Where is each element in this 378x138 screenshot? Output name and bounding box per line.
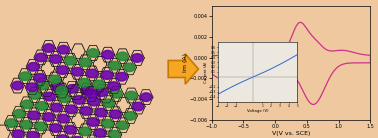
Ellipse shape [93, 80, 105, 89]
Ellipse shape [43, 44, 54, 52]
Ellipse shape [87, 49, 99, 57]
Ellipse shape [72, 67, 83, 76]
Ellipse shape [101, 71, 113, 79]
Ellipse shape [87, 118, 99, 126]
X-axis label: V(V vs. SCE): V(V vs. SCE) [272, 131, 310, 136]
Ellipse shape [124, 63, 135, 72]
Ellipse shape [36, 102, 47, 110]
Ellipse shape [132, 54, 143, 62]
Ellipse shape [50, 124, 61, 132]
Ellipse shape [35, 53, 46, 62]
Ellipse shape [88, 97, 99, 106]
Ellipse shape [65, 56, 76, 65]
Ellipse shape [65, 125, 76, 134]
Ellipse shape [81, 86, 93, 95]
Ellipse shape [80, 127, 91, 136]
Ellipse shape [44, 92, 55, 101]
Ellipse shape [80, 58, 91, 67]
Ellipse shape [56, 86, 67, 95]
Ellipse shape [28, 111, 39, 120]
Ellipse shape [109, 61, 120, 70]
Ellipse shape [59, 94, 70, 103]
Ellipse shape [117, 121, 128, 130]
Ellipse shape [35, 122, 46, 131]
Ellipse shape [20, 72, 31, 80]
Ellipse shape [50, 55, 61, 63]
Ellipse shape [103, 99, 114, 108]
Ellipse shape [133, 102, 144, 111]
Ellipse shape [66, 105, 77, 114]
Ellipse shape [141, 93, 152, 101]
Ellipse shape [13, 130, 24, 138]
Ellipse shape [96, 88, 107, 96]
Ellipse shape [57, 66, 68, 74]
Ellipse shape [95, 108, 106, 117]
Ellipse shape [67, 85, 78, 93]
Ellipse shape [28, 132, 39, 138]
Ellipse shape [110, 110, 121, 119]
Ellipse shape [58, 45, 69, 54]
Ellipse shape [49, 75, 60, 84]
Ellipse shape [34, 74, 46, 82]
Ellipse shape [20, 120, 32, 129]
Ellipse shape [111, 90, 122, 98]
Ellipse shape [116, 72, 127, 81]
FancyArrow shape [168, 54, 198, 84]
Ellipse shape [74, 96, 85, 104]
Ellipse shape [26, 83, 38, 91]
Ellipse shape [28, 63, 39, 71]
Ellipse shape [22, 100, 33, 109]
Ellipse shape [109, 130, 120, 138]
Ellipse shape [6, 119, 17, 127]
Ellipse shape [29, 91, 40, 99]
Ellipse shape [12, 81, 23, 90]
Ellipse shape [86, 90, 97, 98]
Ellipse shape [79, 79, 90, 87]
Ellipse shape [37, 81, 48, 90]
Ellipse shape [51, 103, 62, 112]
Y-axis label: Im (A): Im (A) [183, 53, 188, 72]
Ellipse shape [52, 83, 63, 91]
Ellipse shape [43, 113, 54, 121]
Ellipse shape [87, 69, 98, 78]
Ellipse shape [102, 50, 113, 59]
Ellipse shape [125, 112, 136, 120]
Ellipse shape [102, 119, 113, 128]
Ellipse shape [14, 109, 25, 118]
Ellipse shape [94, 129, 105, 137]
Ellipse shape [126, 91, 137, 100]
Ellipse shape [72, 136, 83, 138]
Ellipse shape [117, 52, 128, 61]
Ellipse shape [108, 82, 119, 90]
Ellipse shape [57, 135, 68, 138]
Ellipse shape [58, 114, 69, 123]
Ellipse shape [81, 107, 91, 115]
